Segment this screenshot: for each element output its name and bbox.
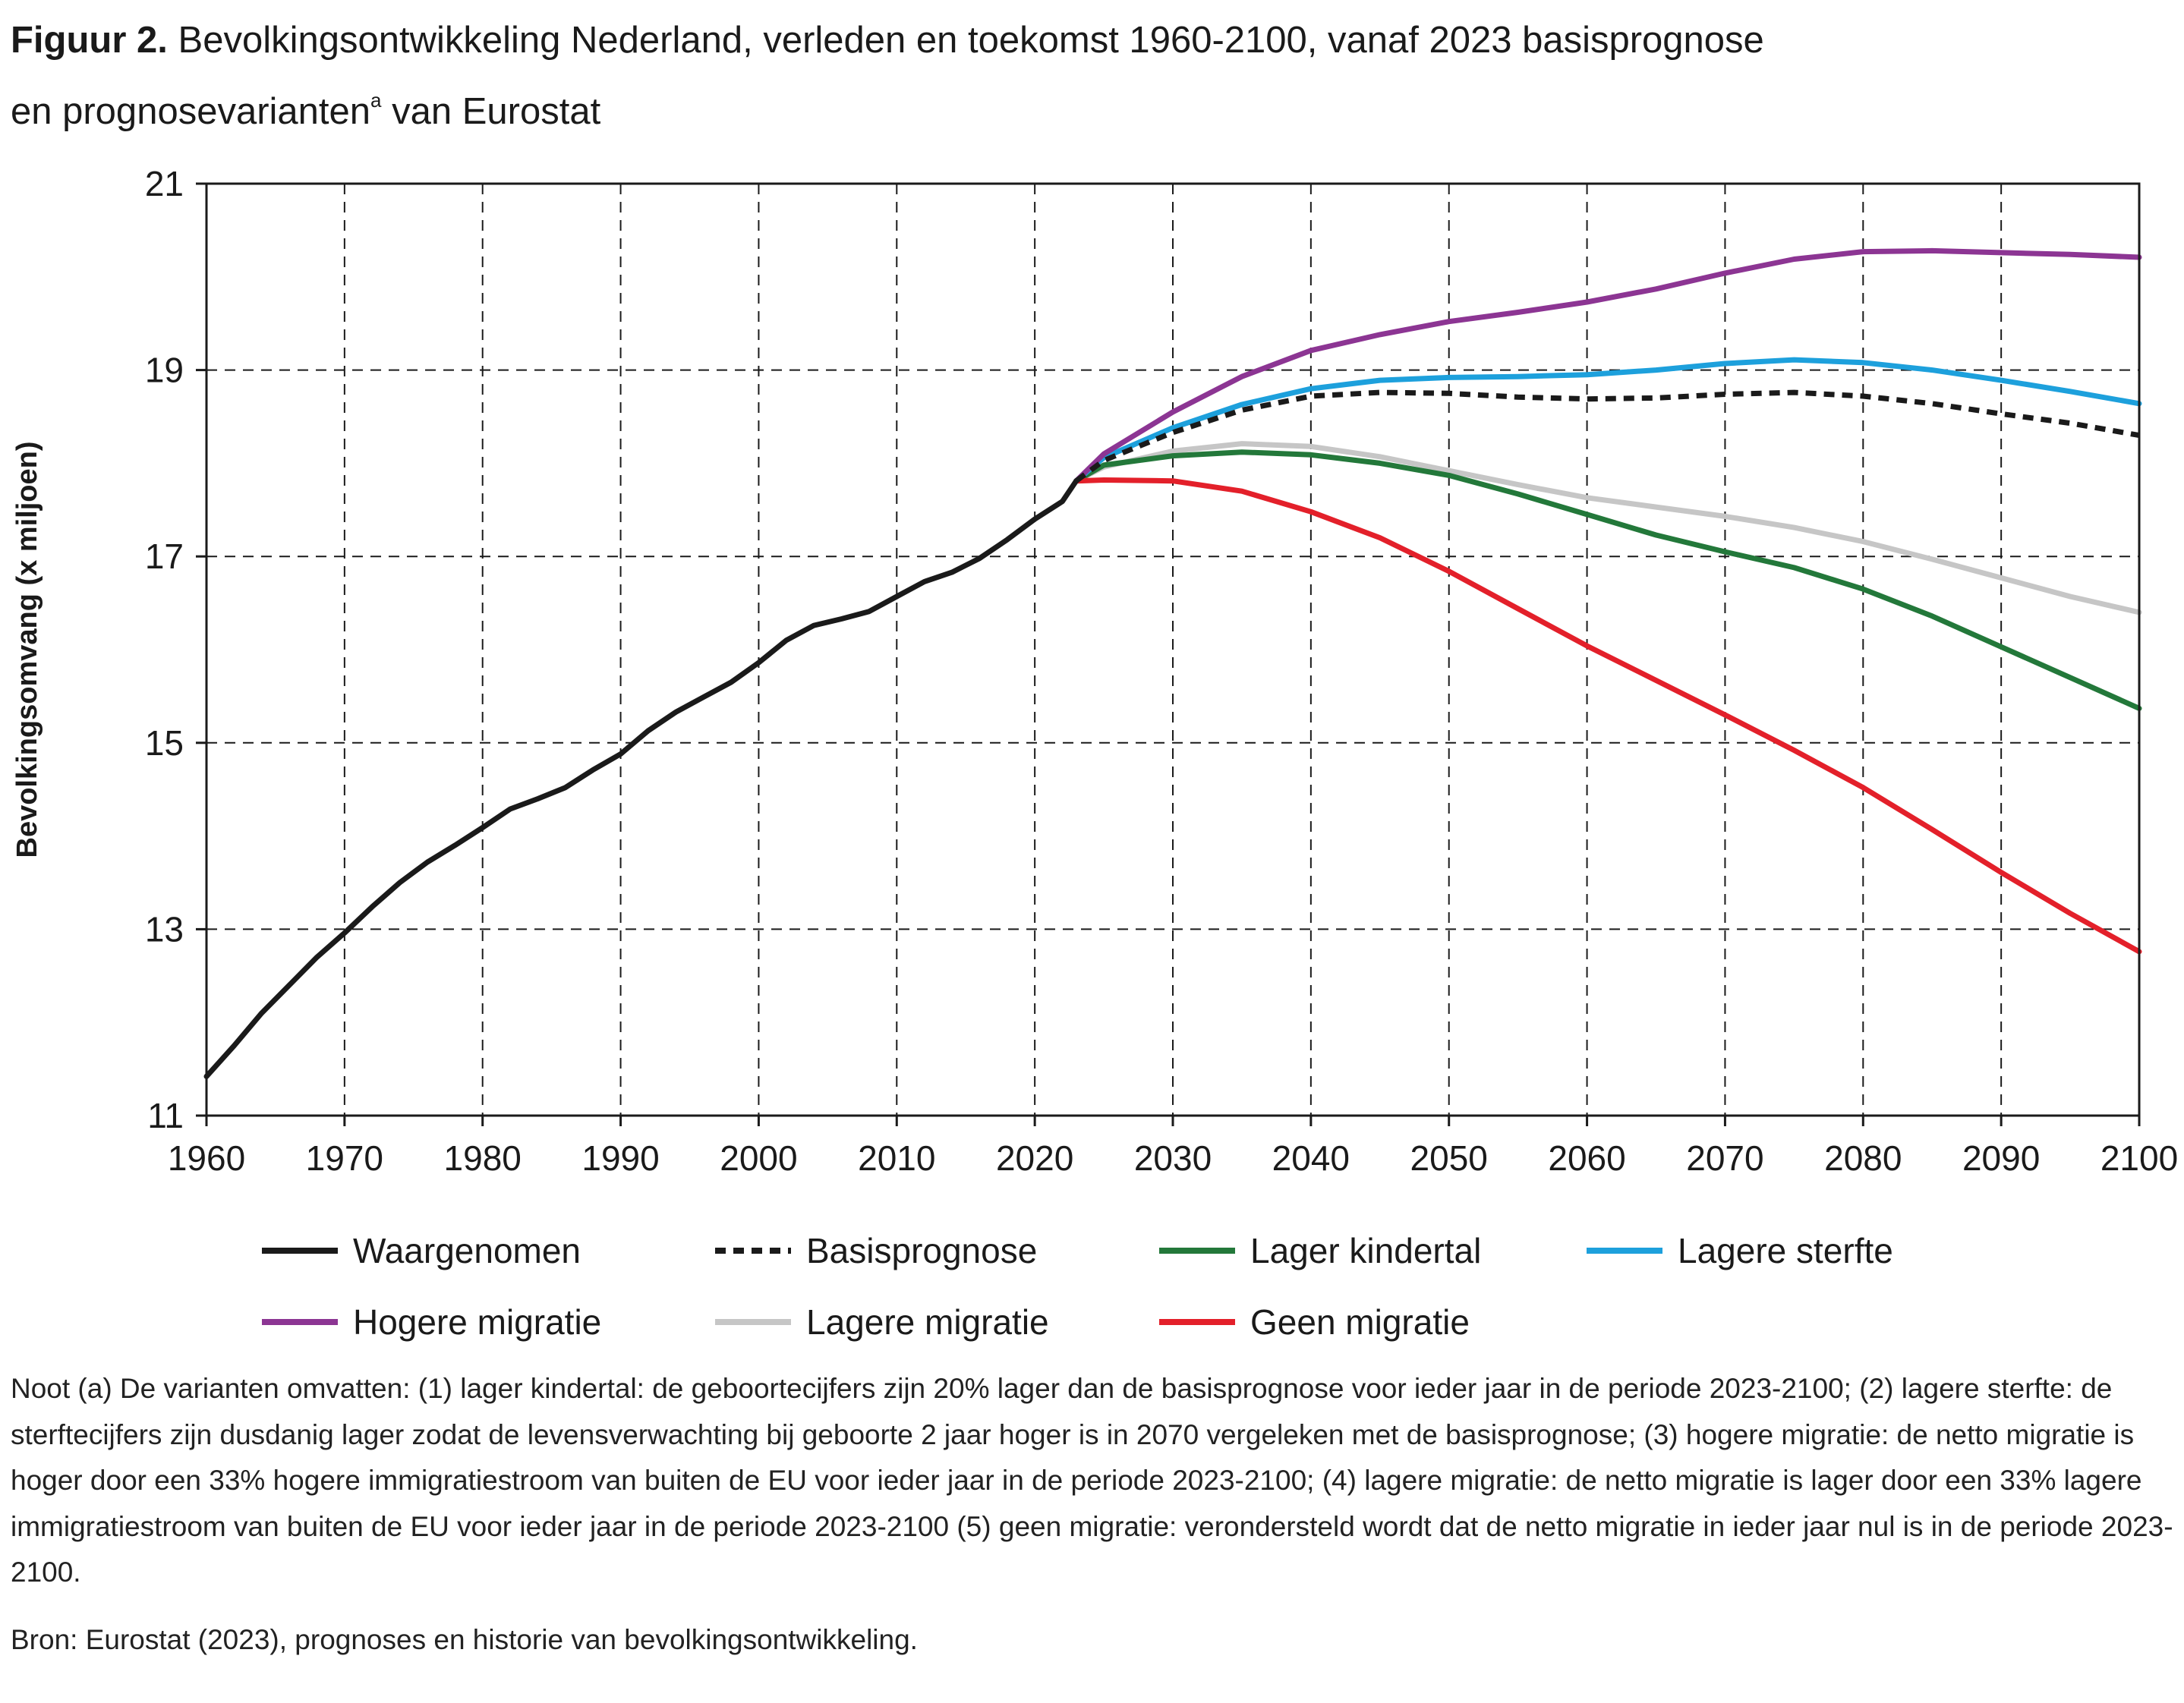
y-tick-label: 15 <box>145 723 184 763</box>
x-axis: 1960 1970 1980 1990 2000 2010 2020 2030 2040 2050… <box>168 1116 2178 1178</box>
footnote-text: Noot (a) De varianten omvatten: (1) lage… <box>11 1373 2173 1588</box>
series-line-lagere-migratie <box>1073 441 2142 615</box>
x-tick-label: 2020 <box>996 1138 1073 1178</box>
footnote: Noot (a) De varianten omvatten: (1) lage… <box>11 1366 2174 1663</box>
series-line-hogere-migratie <box>1073 247 2142 484</box>
x-tick-label: 2070 <box>1686 1138 1763 1178</box>
source-text: Bron: Eurostat (2023), prognoses en hist… <box>11 1623 918 1655</box>
x-tick-label: 2080 <box>1824 1138 1902 1178</box>
series-line-lagere-sterfte <box>1073 357 2142 484</box>
x-tick-label: 1970 <box>306 1138 383 1178</box>
y-tick-label: 11 <box>147 1096 184 1135</box>
legend-label-basisprognose: Basisprognose <box>806 1231 1037 1270</box>
x-tick-label: 1960 <box>168 1138 245 1178</box>
y-tick-label: 21 <box>145 164 184 203</box>
population-line-chart: 11 13 15 17 19 21 1960 1970 1980 1990 2000 2010 202… <box>11 164 2178 1342</box>
legend: Waargenomen Basisprognose Lager kindertal L… <box>262 1231 1893 1342</box>
x-tick-label: 2100 <box>2100 1138 2178 1178</box>
x-tick-label: 2050 <box>1410 1138 1488 1178</box>
series-line-waargenomen <box>203 478 1079 1079</box>
legend-label-lager-kindertal: Lager kindertal <box>1250 1231 1481 1270</box>
x-tick-label: 1980 <box>444 1138 522 1178</box>
x-tick-label: 2040 <box>1272 1138 1350 1178</box>
footnote-marker: a <box>370 89 382 112</box>
y-axis-label: Bevolkingsomvang (x miljoen) <box>11 442 43 858</box>
x-tick-label: 2000 <box>720 1138 797 1178</box>
legend-label-waargenomen: Waargenomen <box>353 1231 581 1270</box>
x-tick-label: 2060 <box>1548 1138 1625 1178</box>
figure-title-line2-end: van Eurostat <box>392 91 601 132</box>
series-line-lager-kindertal <box>1073 449 2142 711</box>
y-tick-label: 17 <box>145 537 184 576</box>
legend-label-geen-migratie: Geen migratie <box>1250 1302 1470 1342</box>
legend-label-lagere-migratie: Lagere migratie <box>806 1302 1049 1342</box>
legend-label-hogere-migratie: Hogere migratie <box>353 1302 601 1342</box>
grid-lines <box>206 184 2139 1116</box>
series-lines <box>203 247 2142 1079</box>
x-tick-label: 1990 <box>581 1138 659 1178</box>
series-line-basisprognose <box>1074 389 2140 483</box>
x-tick-label: 2010 <box>858 1138 935 1178</box>
series-line-geen-migratie <box>1073 477 2142 955</box>
figure-title: Figuur 2. Bevolkingsontwikkeling Nederla… <box>11 5 2174 147</box>
y-tick-label: 19 <box>145 351 184 390</box>
figure-title-line1: Bevolkingsontwikkeling Nederland, verled… <box>178 20 1764 61</box>
figure-label: Figuur 2. <box>11 20 168 61</box>
x-tick-label: 2090 <box>1962 1138 2040 1178</box>
y-axis: 11 13 15 17 19 21 <box>145 164 206 1135</box>
legend-label-lagere-sterfte: Lagere sterfte <box>1678 1231 1893 1270</box>
y-tick-label: 13 <box>145 909 184 949</box>
x-tick-label: 2030 <box>1134 1138 1212 1178</box>
figure-title-line2: en prognosevarianten <box>11 91 371 132</box>
